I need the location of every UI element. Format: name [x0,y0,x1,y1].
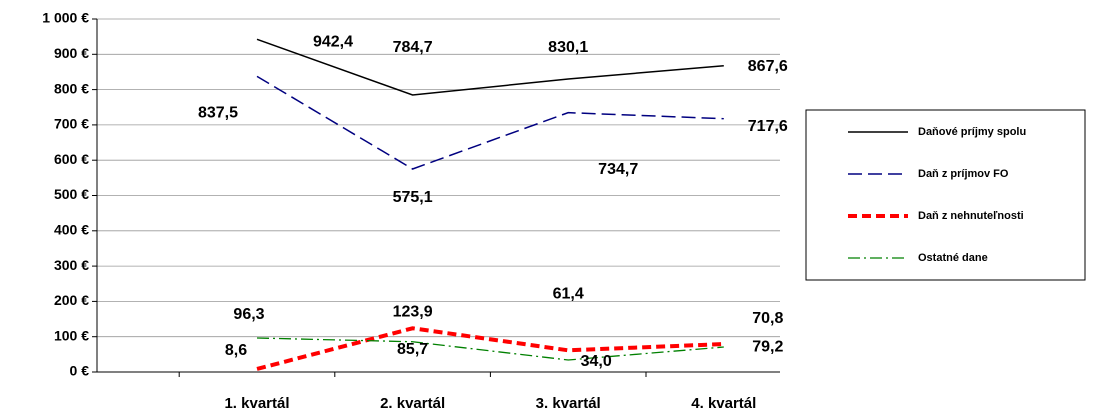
series-line [256,337,724,361]
data-label: 61,4 [553,286,584,303]
data-label: 867,6 [748,58,788,75]
x-tick-label: 3. kvartál [536,395,601,412]
data-label: 837,5 [198,105,238,122]
legend-label: Daňové príjmy spolu [918,126,1026,138]
data-label: 717,6 [748,118,788,135]
legend-label: Daň z príjmov FO [918,168,1009,180]
data-label: 575,1 [393,189,433,206]
data-label: 85,7 [397,341,428,358]
data-label: 830,1 [548,39,588,56]
data-label: 123,9 [393,303,433,320]
legend-label: Daň z nehnuteľnosti [918,210,1024,222]
y-tick-label: 500 € [54,186,89,202]
data-label: 79,2 [752,338,783,355]
y-tick-label: 600 € [54,151,89,167]
legend-label: Ostatné dane [918,252,988,264]
series-line [256,38,724,96]
series-line [256,326,724,371]
y-tick-label: 700 € [54,116,89,132]
y-tick-label: 0 € [70,363,90,379]
legend-box [805,109,1086,281]
data-label: 70,8 [752,310,783,327]
data-label: 34,0 [581,353,612,370]
series-line [256,75,724,170]
y-tick-label: 800 € [54,80,89,96]
y-tick-label: 200 € [54,292,89,308]
y-tick-label: 300 € [54,257,89,273]
data-label: 734,7 [598,161,638,178]
y-tick-label: 900 € [54,45,89,61]
x-tick-label: 1. kvartál [224,395,289,412]
data-label: 784,7 [393,39,433,56]
data-label: 96,3 [233,306,264,323]
data-label: 942,4 [313,34,353,51]
x-tick-label: 2. kvartál [380,395,445,412]
y-tick-label: 100 € [54,327,89,343]
x-tick-label: 4. kvartál [691,395,756,412]
data-label: 8,6 [225,342,247,359]
y-tick-label: 400 € [54,222,89,238]
y-tick-label: 1 000 € [42,10,89,26]
